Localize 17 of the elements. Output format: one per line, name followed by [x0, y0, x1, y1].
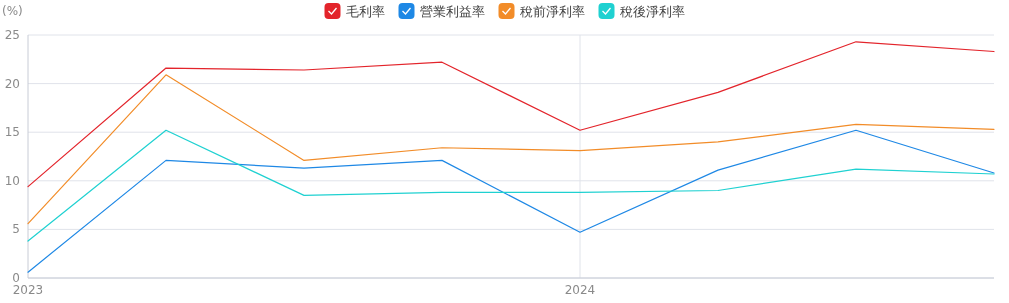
y-tick-label: 15	[4, 125, 20, 140]
x-tick-label: 2024	[564, 283, 596, 297]
legend-label: 稅後淨利率	[619, 3, 685, 19]
legend-label: 營業利益率	[419, 3, 485, 19]
y-tick-label: 0	[12, 271, 20, 285]
y-tick-label: 10	[4, 173, 20, 188]
legend-label: 稅前淨利率	[519, 3, 585, 19]
line-series	[27, 129, 995, 273]
legend-label: 毛利率	[345, 3, 385, 19]
line-series	[27, 74, 995, 225]
x-tick-label: 2023	[12, 283, 44, 297]
y-tick-label: 20	[4, 76, 20, 91]
line-series	[27, 41, 995, 188]
y-tick-label: 25	[4, 28, 20, 42]
y-tick-label: 5	[12, 222, 20, 237]
line-series	[27, 129, 995, 242]
y-axis-title: (%)	[2, 4, 23, 18]
